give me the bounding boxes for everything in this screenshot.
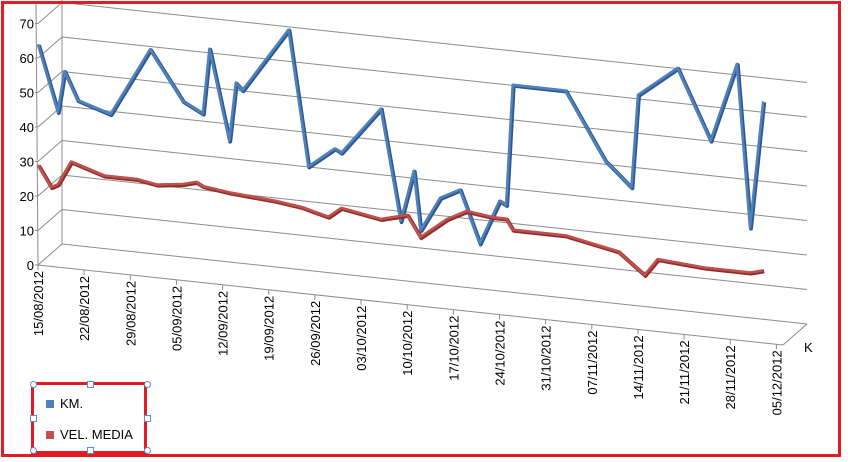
gridline-side [37, 2, 63, 24]
x-tick-label: 10/10/2012 [400, 311, 415, 376]
x-tick-label: 21/11/2012 [677, 340, 692, 404]
x-tick-label: 24/10/2012 [493, 321, 508, 386]
resize-handle[interactable] [30, 447, 37, 454]
y-tick-label: 50 [20, 86, 34, 101]
y-tick-label: 0 [27, 258, 34, 273]
chart-highlight-frame [1, 1, 841, 457]
resize-handle[interactable] [87, 381, 94, 388]
y-tick-label: 40 [20, 120, 34, 135]
axes [35, 0, 808, 346]
x-tick-label: 15/08/2012 [31, 271, 46, 336]
y-axis-line [35, 1, 39, 266]
x-tick-label: 29/08/2012 [123, 281, 138, 346]
resize-handle[interactable] [30, 415, 37, 422]
resize-handle[interactable] [144, 447, 151, 454]
gridline [61, 243, 808, 325]
gridline-side [37, 140, 63, 162]
resize-handle[interactable] [144, 415, 151, 422]
legend-swatch-vel-media [46, 430, 54, 439]
depth-axis-label: K [804, 340, 813, 355]
resize-handle[interactable] [30, 381, 37, 388]
x-tick-label: 12/09/2012 [216, 291, 231, 356]
legend-label-km: KM. [60, 396, 84, 411]
gridline-side [37, 209, 63, 231]
legend-entry-vel-media: VEL. MEDIA [46, 427, 133, 442]
x-tick-label: 28/11/2012 [723, 345, 738, 409]
x-tick-label: 19/09/2012 [262, 296, 277, 361]
gridline [61, 36, 808, 118]
y-axis-tick-labels: 0 10 20 30 40 50 60 70 [20, 17, 38, 273]
gridline [61, 105, 808, 187]
resize-handle[interactable] [144, 381, 151, 388]
y-tick-label: 20 [20, 189, 34, 204]
x-tick-label: 03/10/2012 [354, 306, 369, 371]
resize-handle[interactable] [87, 447, 94, 454]
x-tick-label: 05/09/2012 [169, 286, 184, 351]
legend-label-vel-media: VEL. MEDIA [60, 427, 133, 442]
legend-entry-km: KM. [46, 396, 83, 411]
y-tick-label: 30 [20, 155, 34, 170]
gridline [61, 209, 808, 290]
x-tick-label: 31/10/2012 [539, 326, 554, 391]
gridline-side [37, 243, 63, 266]
gridline [61, 71, 808, 152]
x-tick-label: 22/08/2012 [77, 276, 92, 341]
y-tick-label: 60 [20, 51, 34, 66]
floor-right-edge [782, 323, 808, 346]
legend[interactable]: KM. VEL. MEDIA [30, 381, 151, 454]
x-tick-label: 17/10/2012 [446, 316, 461, 381]
gridlines [37, 2, 808, 325]
x-tick-label: 07/11/2012 [585, 330, 600, 394]
x-tick-label: 26/09/2012 [308, 301, 323, 366]
gridline [61, 174, 808, 256]
x-axis-tick-labels: 15/08/2012 22/08/2012 29/08/2012 05/09/2012… [31, 265, 784, 415]
gridline [61, 140, 808, 221]
series-lines [36, 28, 767, 278]
x-tick-label: 14/11/2012 [631, 335, 646, 399]
y-tick-label: 70 [20, 17, 34, 32]
series-line-km [36, 28, 765, 245]
legend-swatch-km [46, 399, 54, 408]
x-tick-label: 05/12/2012 [769, 350, 784, 415]
floor-front-edge [37, 264, 784, 346]
series-line-vel-media [36, 160, 764, 277]
y-tick-label: 10 [20, 224, 34, 239]
gridline [61, 2, 808, 83]
